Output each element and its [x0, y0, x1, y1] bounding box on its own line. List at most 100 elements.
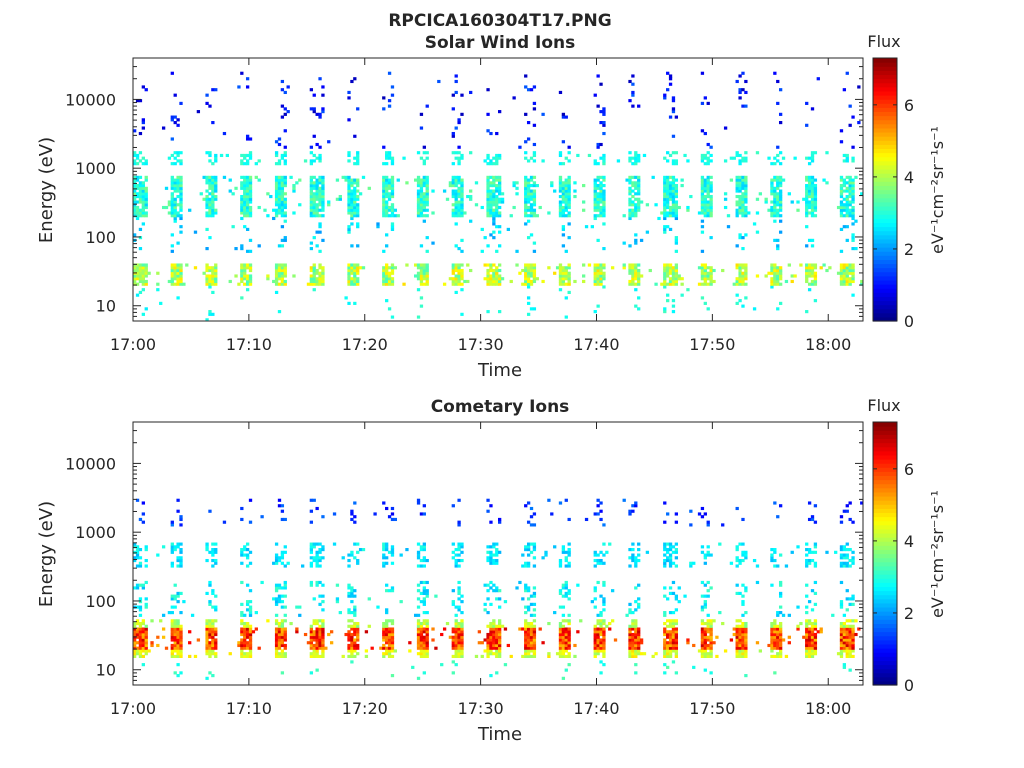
data-cell: [486, 550, 490, 554]
data-cell: [813, 277, 818, 281]
data-cell: [309, 282, 314, 286]
data-cell: [240, 630, 244, 634]
data-cell: [280, 550, 285, 554]
data-cell: [599, 630, 603, 634]
data-cell: [848, 194, 852, 199]
data-cell: [564, 646, 568, 650]
data-cell: [419, 268, 424, 273]
data-cell: [205, 194, 209, 199]
data-cell: [567, 175, 571, 179]
data-cell: [532, 203, 537, 207]
data-cell: [382, 271, 386, 275]
data-cell: [248, 266, 253, 270]
data-cell: [596, 208, 600, 212]
data-cell: [298, 605, 302, 609]
data-cell: [790, 279, 794, 284]
data-cell: [387, 197, 392, 201]
colorbar-swatch: [873, 185, 897, 191]
data-cell: [564, 668, 568, 672]
data-cell: [170, 266, 174, 270]
data-cell: [845, 649, 849, 653]
data-cell: [776, 186, 780, 190]
data-cell: [277, 652, 282, 656]
data-cell: [703, 654, 707, 658]
data-cell: [387, 214, 392, 218]
data-cell: [741, 550, 745, 554]
data-cell: [567, 548, 571, 552]
data-cell: [373, 512, 377, 516]
data-cell: [208, 671, 212, 675]
colorbar-swatch: [873, 144, 897, 150]
data-cell: [637, 627, 641, 631]
data-cell: [356, 627, 360, 631]
data-cell: [240, 279, 244, 284]
colorbar-swatch: [873, 107, 897, 113]
data-cell: [350, 635, 354, 639]
data-cell: [842, 613, 847, 617]
data-cell: [356, 542, 360, 546]
data-cell: [596, 304, 600, 308]
data-cell: [283, 627, 287, 631]
data-cell: [167, 211, 172, 215]
data-cell: [674, 550, 679, 554]
data-cell: [486, 646, 490, 650]
data-cell: [857, 85, 861, 89]
data-cell: [839, 545, 844, 549]
data-cell: [524, 621, 528, 626]
data-cell: [350, 181, 354, 185]
data-cell: [138, 561, 143, 565]
data-cell: [674, 619, 679, 623]
data-cell: [248, 268, 253, 273]
data-cell: [347, 619, 351, 623]
data-cell: [486, 597, 490, 601]
data-cell: [700, 156, 705, 160]
data-cell: [564, 627, 568, 631]
data-cell: [848, 175, 852, 179]
data-cell: [240, 641, 244, 645]
data-cell: [385, 162, 389, 166]
data-cell: [350, 517, 354, 522]
data-cell: [813, 205, 818, 210]
data-cell: [564, 498, 568, 502]
data-cell: [474, 654, 479, 658]
data-cell: [133, 184, 137, 188]
data-cell: [770, 583, 774, 587]
data-cell: [738, 277, 742, 281]
data-cell: [810, 627, 815, 631]
data-cell: [596, 178, 600, 182]
data-cell: [211, 605, 215, 609]
data-cell: [283, 266, 287, 270]
colorbar-unit-label: eV⁻¹cm⁻²sr⁻¹s⁻¹: [928, 490, 947, 618]
data-cell: [709, 236, 713, 240]
data-cell: [309, 192, 314, 196]
data-cell: [709, 208, 713, 212]
data-cell: [135, 586, 140, 590]
data-cell: [138, 227, 143, 231]
data-cell: [700, 649, 705, 653]
data-cell: [680, 178, 684, 182]
data-cell: [498, 244, 502, 248]
data-cell: [312, 236, 316, 240]
data-cell: [208, 630, 212, 634]
data-cell: [770, 277, 774, 281]
data-cell: [564, 654, 568, 658]
data-cell: [451, 194, 455, 199]
colorbar-swatch: [873, 263, 897, 269]
data-cell: [776, 79, 780, 84]
data-cell: [738, 268, 742, 273]
data-cell: [593, 638, 597, 642]
data-cell: [277, 271, 282, 275]
data-cell: [188, 641, 192, 645]
data-cell: [312, 649, 316, 653]
data-cell: [173, 671, 177, 675]
data-cell: [848, 635, 852, 639]
data-cell: [350, 619, 354, 623]
data-cell: [309, 643, 314, 648]
data-cell: [851, 293, 855, 297]
data-cell: [425, 652, 429, 656]
data-cell: [353, 501, 357, 505]
data-cell: [741, 652, 745, 656]
data-cell: [848, 548, 852, 552]
data-cell: [813, 279, 818, 284]
data-cell: [144, 192, 148, 196]
